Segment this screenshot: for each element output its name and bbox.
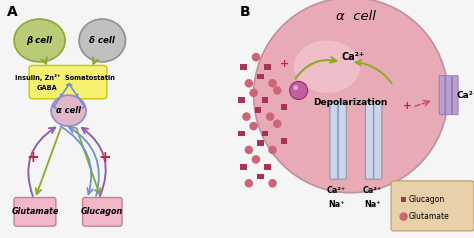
Text: Depolarization: Depolarization	[314, 98, 388, 107]
Text: Insulin, Zn²⁺  Somatostatin: Insulin, Zn²⁺ Somatostatin	[15, 74, 114, 81]
Text: A: A	[7, 5, 18, 19]
Text: Glutamate: Glutamate	[11, 207, 59, 216]
FancyBboxPatch shape	[257, 140, 264, 146]
FancyBboxPatch shape	[439, 76, 445, 115]
Text: Ca²⁺: Ca²⁺	[341, 52, 365, 62]
Circle shape	[293, 85, 298, 90]
Text: +: +	[280, 59, 289, 69]
Circle shape	[242, 112, 251, 121]
FancyBboxPatch shape	[240, 164, 247, 170]
FancyBboxPatch shape	[365, 102, 374, 179]
Circle shape	[290, 81, 308, 99]
FancyBboxPatch shape	[29, 65, 107, 99]
Ellipse shape	[14, 19, 65, 62]
Circle shape	[268, 79, 277, 88]
Text: GABA: GABA	[36, 85, 57, 91]
FancyBboxPatch shape	[330, 102, 338, 179]
FancyBboxPatch shape	[238, 97, 245, 103]
FancyBboxPatch shape	[391, 181, 474, 231]
Circle shape	[268, 179, 277, 188]
FancyBboxPatch shape	[14, 198, 56, 226]
Circle shape	[273, 86, 282, 95]
Circle shape	[252, 155, 260, 164]
FancyBboxPatch shape	[255, 107, 261, 113]
FancyBboxPatch shape	[281, 138, 287, 144]
Text: δ cell: δ cell	[90, 36, 115, 45]
FancyBboxPatch shape	[257, 174, 264, 179]
Text: α  cell: α cell	[336, 10, 375, 23]
FancyBboxPatch shape	[262, 97, 268, 103]
FancyBboxPatch shape	[262, 131, 268, 136]
Text: α cell: α cell	[56, 106, 81, 115]
FancyBboxPatch shape	[240, 64, 247, 70]
Text: Ca²⁺: Ca²⁺	[456, 91, 474, 100]
Ellipse shape	[294, 40, 360, 93]
Circle shape	[245, 179, 253, 188]
Ellipse shape	[254, 0, 448, 193]
Circle shape	[252, 53, 260, 61]
Ellipse shape	[79, 19, 126, 62]
Circle shape	[245, 79, 253, 88]
FancyBboxPatch shape	[446, 76, 451, 115]
Circle shape	[266, 112, 274, 121]
Text: +: +	[98, 150, 111, 165]
Text: B: B	[239, 5, 250, 19]
FancyBboxPatch shape	[281, 104, 287, 110]
FancyBboxPatch shape	[374, 102, 382, 179]
Circle shape	[399, 212, 408, 221]
Text: Ca²⁺: Ca²⁺	[363, 186, 382, 195]
Text: +: +	[403, 101, 412, 111]
Circle shape	[249, 122, 258, 130]
Text: +: +	[26, 150, 39, 165]
FancyBboxPatch shape	[238, 131, 245, 136]
Circle shape	[268, 146, 277, 154]
Text: Ca²⁺: Ca²⁺	[327, 186, 346, 195]
Text: β cell: β cell	[27, 36, 53, 45]
FancyBboxPatch shape	[452, 76, 458, 115]
Text: Glucagon: Glucagon	[409, 195, 445, 204]
Text: Glucagon: Glucagon	[81, 207, 123, 216]
FancyBboxPatch shape	[82, 198, 122, 226]
Text: Na⁺: Na⁺	[328, 200, 345, 209]
Ellipse shape	[51, 95, 86, 126]
Circle shape	[245, 146, 253, 154]
FancyBboxPatch shape	[264, 164, 271, 170]
FancyBboxPatch shape	[338, 102, 346, 179]
Circle shape	[273, 119, 282, 128]
FancyBboxPatch shape	[264, 64, 271, 70]
FancyBboxPatch shape	[257, 74, 264, 79]
FancyBboxPatch shape	[401, 197, 406, 202]
Circle shape	[249, 89, 258, 97]
Text: Glutamate: Glutamate	[409, 212, 449, 221]
Text: Na⁺: Na⁺	[364, 200, 381, 209]
